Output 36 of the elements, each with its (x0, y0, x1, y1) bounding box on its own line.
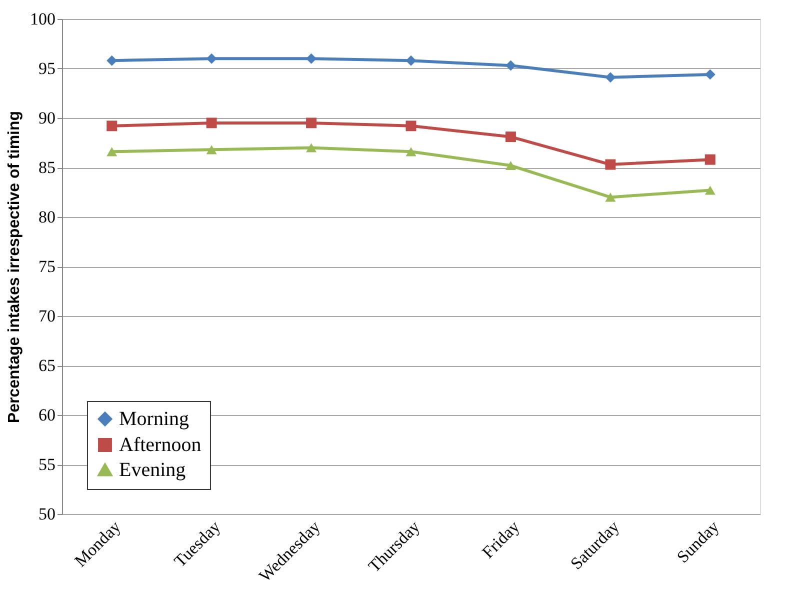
legend-label: Afternoon (119, 434, 202, 456)
y-tick-label: 80 (38, 208, 56, 226)
point (106, 147, 118, 156)
point (605, 192, 616, 202)
y-tick-label: 95 (38, 59, 56, 78)
point (406, 147, 416, 156)
legend-label: Morning (119, 408, 189, 430)
y-tick-label: 75 (38, 257, 56, 276)
y-tick-label: 100 (30, 10, 56, 28)
point (704, 186, 716, 195)
y-tick-label: 55 (38, 455, 56, 474)
point (704, 154, 716, 165)
point (206, 118, 217, 128)
point (106, 120, 118, 132)
point (505, 160, 516, 170)
point (106, 55, 118, 66)
point (406, 55, 416, 66)
point (206, 53, 217, 64)
y-axis-title: Percentage intakes irrespective of timing (6, 110, 23, 424)
point (306, 118, 317, 128)
point (406, 120, 416, 132)
point (306, 53, 317, 64)
y-tick-label: 90 (38, 108, 56, 128)
y-tick-label: 60 (38, 406, 56, 424)
legend-label: Evening (119, 459, 186, 481)
point (704, 69, 716, 80)
point (605, 72, 616, 83)
y-tick-label: 65 (38, 356, 56, 375)
point (605, 159, 616, 170)
point (505, 132, 516, 142)
point (206, 145, 217, 154)
y-tick-label: 70 (38, 306, 56, 326)
y-tick-label: 50 (38, 504, 56, 524)
y-tick-label: 85 (38, 158, 56, 177)
point (306, 143, 317, 152)
point (505, 60, 516, 71)
